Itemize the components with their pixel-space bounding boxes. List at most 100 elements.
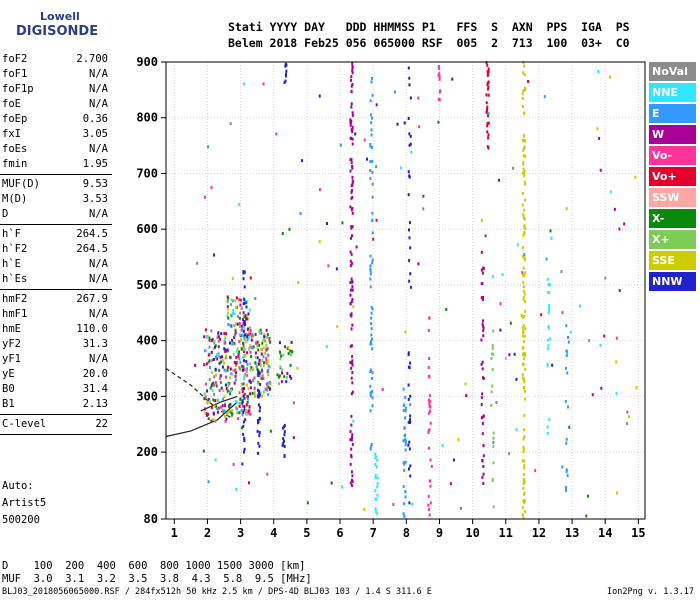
echo-point [251, 332, 254, 336]
echo-point [524, 510, 527, 514]
echo-point [260, 331, 263, 335]
echo-point [522, 357, 525, 361]
echo-point [407, 443, 410, 447]
echo-point [404, 440, 407, 444]
echo-point [266, 347, 269, 351]
param-name: B1 [2, 398, 15, 410]
echo-point [241, 400, 244, 404]
echo-point [351, 175, 354, 179]
echo-point [565, 469, 568, 473]
echo-point [409, 394, 412, 398]
echo-point [239, 311, 242, 315]
echo-point [285, 380, 288, 384]
echo-point [404, 460, 407, 464]
echo-point [350, 84, 353, 88]
echo-point [246, 313, 249, 317]
echo-point [208, 366, 211, 370]
y-tick-label: 800 [136, 111, 158, 125]
echo-point [219, 360, 222, 364]
echo-point [224, 419, 227, 423]
echo-point [522, 351, 525, 355]
echo-point [351, 166, 354, 170]
echo-point [214, 399, 217, 403]
echo-point [549, 337, 552, 341]
param-value: N/A [89, 208, 108, 220]
echo-point [566, 350, 569, 354]
echo-point [564, 399, 567, 403]
echo-point [369, 339, 372, 343]
echo-point [221, 365, 224, 369]
echo-point [290, 340, 293, 344]
echo-point [370, 342, 373, 346]
echo-point [216, 352, 219, 356]
echo-point [229, 367, 232, 371]
echo-point [566, 474, 569, 478]
echo-point [207, 417, 210, 421]
echo-point [238, 325, 241, 329]
echo-point [429, 405, 432, 409]
echo-point [213, 341, 216, 345]
echo-point [259, 328, 262, 332]
echo-point [335, 267, 338, 271]
param-row: yF1 N/A [0, 352, 112, 367]
param-row: foE N/A [0, 97, 112, 112]
echo-point [217, 333, 220, 337]
echo-point [547, 290, 550, 294]
echo-point [567, 405, 570, 409]
echo-point [245, 301, 248, 305]
echo-point [292, 401, 295, 405]
echo-point [265, 343, 268, 347]
echo-point [523, 389, 526, 393]
echo-point [242, 326, 245, 330]
y-tick-label: 700 [136, 166, 158, 180]
echo-point [422, 194, 425, 198]
echo-point [225, 387, 228, 391]
echo-point [523, 231, 526, 235]
echo-point [221, 355, 224, 359]
echo-point [207, 398, 210, 402]
echo-point [480, 416, 483, 420]
echo-point [292, 436, 295, 440]
echo-point [235, 371, 238, 375]
param-row: foF2 2.700 [0, 52, 112, 67]
echo-point [546, 362, 549, 366]
echo-point [452, 458, 455, 462]
echo-point [251, 346, 254, 350]
echo-point [248, 409, 251, 413]
echo-point [374, 507, 377, 511]
echo-point [269, 387, 272, 391]
param-row: h`F2 264.5 [0, 242, 112, 257]
x-tick-label: 8 [403, 526, 410, 540]
echo-point [546, 425, 549, 429]
echo-point [246, 333, 249, 337]
echo-point [350, 277, 353, 281]
echo-point [236, 401, 239, 405]
echo-point [547, 325, 550, 329]
echo-point [480, 403, 483, 407]
echo-point [371, 218, 374, 222]
echo-point [481, 392, 484, 396]
echo-point [258, 393, 261, 397]
echo-point [522, 266, 525, 270]
polarization-legend: NoVal NNE E W Vo- Vo+ SSW X- X+ SSE NNW [649, 62, 696, 293]
echo-point [408, 259, 411, 263]
legend-item-sse: SSE [649, 251, 696, 270]
echo-point [206, 334, 209, 338]
echo-point [261, 394, 264, 398]
echo-point [242, 377, 245, 381]
echo-point [265, 356, 268, 360]
echo-point [427, 446, 430, 450]
echo-point [210, 350, 213, 354]
echo-point [244, 354, 247, 358]
echo-point [480, 396, 483, 400]
echo-point [296, 366, 299, 370]
echo-point [216, 410, 219, 414]
echo-point [371, 376, 374, 380]
echo-point [243, 285, 246, 289]
echo-point [369, 144, 372, 148]
echo-point [375, 465, 378, 469]
echo-point [492, 436, 495, 440]
echo-point [523, 314, 526, 318]
echo-point [409, 419, 412, 423]
echo-point [240, 426, 243, 430]
